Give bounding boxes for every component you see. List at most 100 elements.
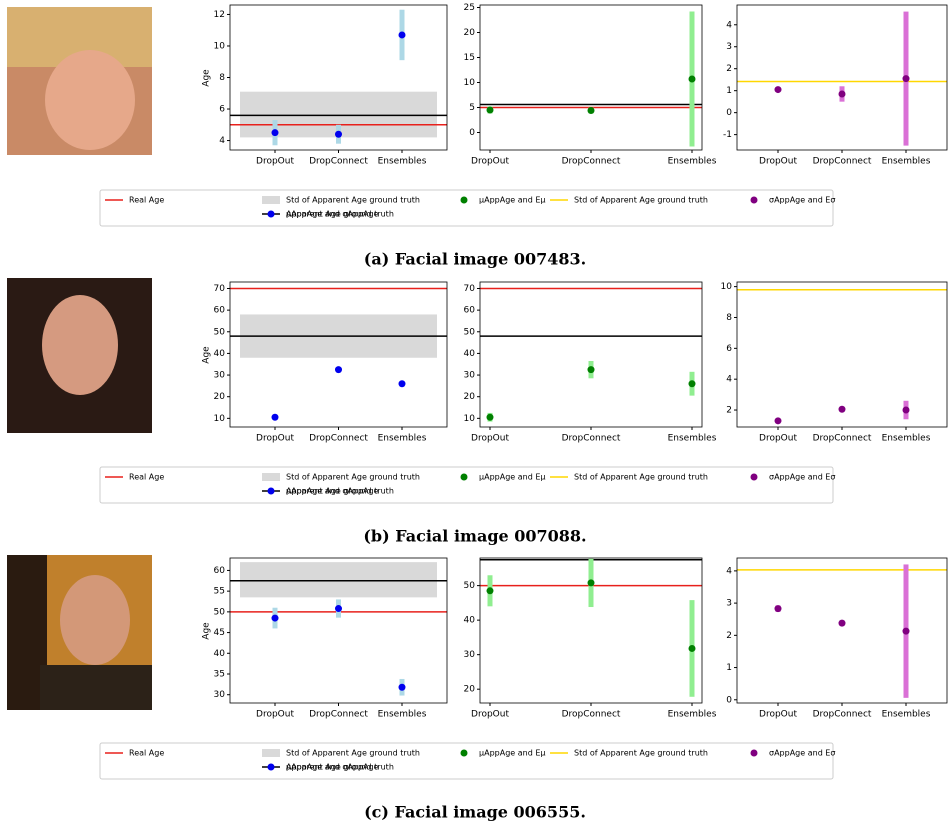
y-axis-label: Age: [202, 622, 212, 640]
legend-label: μAppAge and σAppAge: [286, 210, 379, 219]
point: [689, 76, 696, 83]
x-tick-label: DropConnect: [562, 157, 621, 167]
point: [839, 620, 846, 627]
x-tick-label: DropConnect: [309, 157, 368, 167]
figure: 4681012DropOutDropConnectEnsemblesAge051…: [0, 0, 949, 827]
x-tick-label: DropOut: [471, 157, 509, 167]
legend-label: σAppAge and Eσ: [769, 749, 835, 758]
y-tick-label: -1: [723, 130, 732, 140]
legend-swatch: [751, 474, 758, 481]
y-tick-label: 4: [726, 20, 732, 30]
x-tick-label: Ensembles: [378, 710, 427, 720]
y-tick-label: 3: [726, 42, 732, 52]
plot-frame: [737, 558, 947, 703]
y-tick-label: 1: [726, 663, 732, 673]
y-tick-label: 50: [464, 327, 476, 337]
y-tick-label: 20: [214, 392, 226, 402]
legend-label: μAppAge and Eμ: [479, 749, 545, 758]
legend-swatch: [751, 750, 758, 757]
legend-swatch: [461, 197, 468, 204]
point: [487, 107, 494, 114]
y-tick-label: 10: [464, 414, 476, 424]
legend-swatch: [751, 197, 758, 204]
plot-frame: [737, 282, 947, 427]
photo-b: [7, 278, 152, 433]
photo-c: [7, 555, 152, 710]
y-tick-label: 2: [726, 406, 732, 416]
point: [335, 605, 342, 612]
point: [903, 407, 910, 414]
y-tick-label: 0: [726, 695, 732, 705]
y-tick-label: 60: [214, 566, 226, 576]
legend-label: Std of Apparent Age ground truth: [286, 749, 420, 758]
x-tick-label: DropOut: [759, 434, 797, 444]
y-axis-label: Age: [202, 69, 212, 87]
legend-label: σAppAge and Eσ: [769, 196, 835, 205]
legend-label: Std of Apparent Age ground truth: [574, 196, 708, 205]
legend-label: Std of Apparent Age ground truth: [574, 473, 708, 482]
y-axis-label: Age: [202, 346, 212, 364]
y-tick-label: 30: [464, 371, 476, 381]
y-tick-label: 40: [214, 349, 226, 359]
point: [272, 414, 279, 421]
plot-frame: [480, 5, 702, 150]
legend-swatch: [268, 211, 275, 218]
legend-box: [100, 190, 833, 226]
legend-label: σAppAge and Eσ: [769, 473, 835, 482]
legend-swatch: [461, 474, 468, 481]
x-tick-label: DropOut: [471, 710, 509, 720]
point: [588, 579, 595, 586]
point: [839, 406, 846, 413]
x-tick-label: Ensembles: [882, 710, 931, 720]
caption: (a) Facial image 007483.: [364, 250, 586, 269]
point: [272, 129, 279, 136]
point: [775, 417, 782, 424]
caption: (c) Facial image 006555.: [364, 803, 586, 822]
legend-label: μAppAge and Eμ: [479, 196, 545, 205]
x-tick-label: DropOut: [256, 157, 294, 167]
point: [399, 380, 406, 387]
y-tick-label: 10: [721, 282, 733, 292]
point: [272, 615, 279, 622]
x-tick-label: DropOut: [471, 434, 509, 444]
legend-label: Real Age: [129, 196, 164, 205]
point: [399, 31, 406, 38]
legend-swatch: [268, 764, 275, 771]
x-tick-label: DropConnect: [309, 710, 368, 720]
y-tick-label: 20: [464, 392, 476, 402]
point: [775, 86, 782, 93]
legend-label: Real Age: [129, 749, 164, 758]
photo-a: [7, 7, 152, 155]
y-tick-label: 40: [464, 349, 476, 359]
x-tick-label: DropOut: [759, 710, 797, 720]
legend-swatch: [262, 473, 280, 481]
y-tick-label: 60: [464, 306, 476, 316]
y-tick-label: 70: [464, 284, 476, 294]
y-tick-label: 70: [214, 284, 226, 294]
plot-frame: [480, 282, 702, 427]
y-tick-label: 45: [214, 628, 225, 638]
caption: (b) Facial image 007088.: [363, 527, 586, 546]
y-tick-label: 30: [464, 650, 476, 660]
point: [689, 380, 696, 387]
legend-swatch: [262, 196, 280, 204]
y-tick-label: 25: [464, 3, 475, 13]
point: [588, 366, 595, 373]
y-tick-label: 4: [726, 566, 732, 576]
legend-swatch: [268, 488, 275, 495]
x-tick-label: Ensembles: [668, 434, 717, 444]
y-tick-label: 30: [214, 371, 226, 381]
y-tick-label: 10: [214, 414, 226, 424]
y-tick-label: 12: [214, 10, 225, 20]
point: [487, 414, 494, 421]
y-tick-label: 5: [469, 103, 475, 113]
y-tick-label: 30: [214, 690, 226, 700]
point: [689, 645, 696, 652]
y-tick-label: 10: [464, 78, 476, 88]
y-tick-label: 40: [464, 616, 476, 626]
y-tick-label: 10: [214, 41, 226, 51]
y-tick-label: 0: [726, 108, 732, 118]
x-tick-label: DropConnect: [562, 710, 621, 720]
x-tick-label: DropConnect: [562, 434, 621, 444]
y-tick-label: 20: [464, 28, 476, 38]
